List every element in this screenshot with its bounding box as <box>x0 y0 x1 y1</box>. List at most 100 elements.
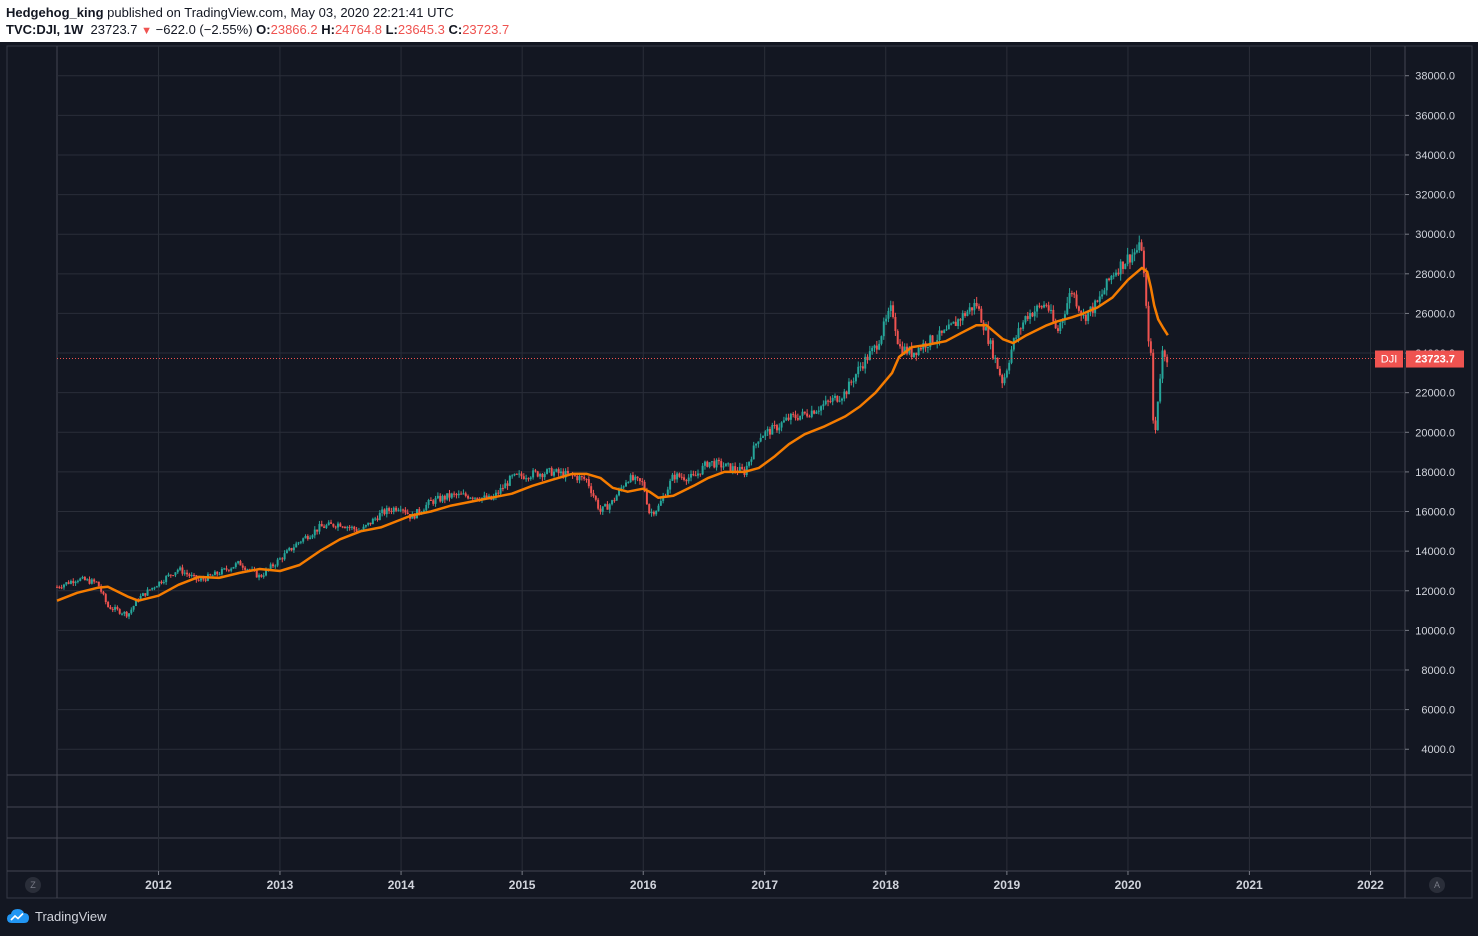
x-tick-label: 2018 <box>872 878 899 892</box>
candle-body <box>1082 314 1085 316</box>
high-value: 24764.8 <box>334 22 382 37</box>
reset-zoom-button[interactable]: Z <box>25 877 41 893</box>
candle-body <box>903 346 906 355</box>
candle-body <box>385 508 388 515</box>
candle-body <box>116 607 119 610</box>
candle-body <box>241 565 244 568</box>
auto-scale-button[interactable]: A <box>1429 877 1445 893</box>
candle-body <box>355 529 358 532</box>
candle-body <box>216 571 219 575</box>
candle-body <box>1087 311 1090 321</box>
close-label: C: <box>448 22 463 37</box>
x-tick-label: 2013 <box>267 878 294 892</box>
candle-body <box>174 572 177 576</box>
author-name[interactable]: Hedgehog_king <box>6 5 104 20</box>
candle-body <box>202 578 205 580</box>
candle-body <box>555 469 558 472</box>
candle-body <box>1036 305 1039 312</box>
candle-body <box>316 529 319 532</box>
candle-body <box>915 352 918 356</box>
candle-body <box>220 568 223 575</box>
y-tick-label: 14000.0 <box>1415 546 1455 558</box>
price-chart[interactable]: 4000.0 6000.0 8000.0 10000.0 12000.0 14000.0 1… <box>0 42 1478 900</box>
candle-body <box>1077 306 1080 311</box>
candle-body <box>388 508 391 511</box>
candle-body <box>910 347 913 358</box>
candle-body <box>917 347 920 356</box>
y-tick-label: 22000.0 <box>1415 388 1455 400</box>
candle-body <box>532 470 535 478</box>
candle-body <box>309 537 312 540</box>
candle-body <box>90 579 93 584</box>
candle-body <box>618 489 621 496</box>
candle-body <box>223 568 226 570</box>
candle-body <box>966 311 969 316</box>
candle-body <box>100 586 103 592</box>
price-change: −622.0 (−2.55%) <box>155 22 253 37</box>
candle-body <box>299 541 302 543</box>
candle-body <box>652 512 655 515</box>
tradingview-logo[interactable]: TradingView <box>6 908 107 924</box>
candle-body <box>546 469 549 474</box>
candle-body <box>258 575 261 578</box>
candle-body <box>548 468 551 470</box>
candle-body <box>671 474 674 481</box>
candle-body <box>1098 296 1101 302</box>
candle-body <box>768 429 771 435</box>
candle-body <box>836 395 839 402</box>
candle-body <box>724 463 727 467</box>
candle-body <box>160 581 163 584</box>
candle-body <box>141 593 144 596</box>
low-value: 23645.3 <box>397 22 445 37</box>
candle-body <box>318 524 321 532</box>
candle-body <box>176 569 179 573</box>
candle-body <box>269 564 272 569</box>
candle-body <box>945 329 948 331</box>
candle-body <box>457 493 460 496</box>
x-tick-label: 2020 <box>1115 878 1142 892</box>
candle-body <box>237 561 240 564</box>
candle-body <box>1166 356 1169 363</box>
candle-body <box>539 473 542 477</box>
candle-body <box>1029 312 1032 319</box>
candle-body <box>613 500 616 502</box>
candle-body <box>1015 337 1018 339</box>
candle-body <box>1003 377 1006 384</box>
candle-body <box>989 340 992 344</box>
candle-body <box>961 313 964 321</box>
candle-body <box>631 475 634 481</box>
candle-body <box>72 580 75 584</box>
candle-body <box>638 478 641 482</box>
candle-body <box>1117 272 1120 275</box>
candle-body <box>720 461 723 468</box>
candle-body <box>292 547 295 551</box>
candle-body <box>590 486 593 494</box>
candle-body <box>1138 242 1141 251</box>
candle-body <box>762 436 765 438</box>
candle-body <box>364 525 367 527</box>
candle-body <box>947 324 950 330</box>
candle-body <box>994 357 997 359</box>
candle-body <box>76 580 79 582</box>
candle-body <box>95 581 98 583</box>
candle-body <box>1049 309 1052 311</box>
candle-body <box>511 475 514 477</box>
candle-body <box>627 482 630 484</box>
candle-body <box>1056 328 1059 331</box>
candle-body <box>62 584 65 588</box>
candle-body <box>525 478 528 480</box>
candle-body <box>353 526 356 530</box>
candle-body <box>1070 293 1073 295</box>
candle-body <box>123 611 126 614</box>
candle-body <box>880 336 883 344</box>
candle-body <box>678 473 681 477</box>
candle-body <box>748 461 751 466</box>
candle-body <box>757 441 760 444</box>
candle-body <box>213 571 216 576</box>
candle-body <box>304 536 307 539</box>
candle-body <box>350 526 353 528</box>
candle-body <box>566 470 569 474</box>
candle-body <box>464 493 467 496</box>
candle-body <box>901 346 904 355</box>
candle-body <box>615 495 618 501</box>
